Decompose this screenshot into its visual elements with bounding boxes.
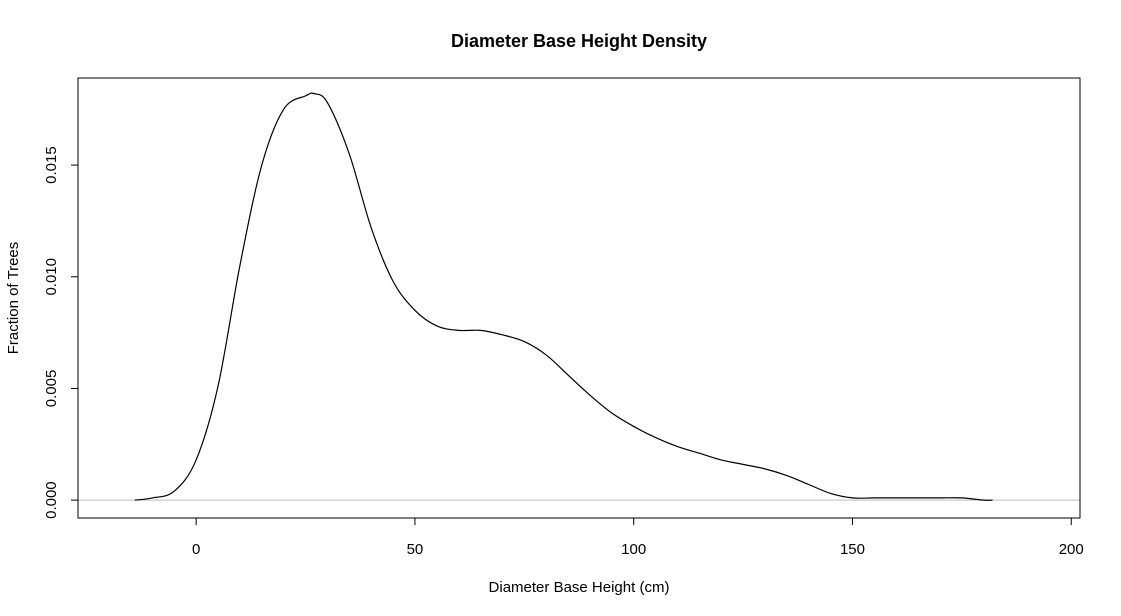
y-tick-label: 0.010 — [43, 258, 60, 296]
x-tick-label: 200 — [1059, 541, 1084, 558]
y-tick-label: 0.005 — [43, 370, 60, 408]
x-axis: 0 50 100 150 200 — [192, 517, 1084, 558]
y-axis: 0.000 0.005 0.010 0.015 — [43, 146, 79, 519]
x-tick-label: 0 — [192, 541, 200, 558]
chart-title: Diameter Base Height Density — [451, 31, 707, 51]
plot-frame — [77, 77, 1081, 519]
y-tick-label: 0.000 — [43, 481, 60, 519]
x-axis-title: Diameter Base Height (cm) — [489, 579, 670, 596]
x-tick-label: 100 — [621, 541, 646, 558]
density-curve — [134, 92, 993, 501]
x-tick-label: 50 — [407, 541, 424, 558]
y-axis-title: Fraction of Trees — [5, 242, 22, 355]
y-tick-label: 0.015 — [43, 146, 60, 184]
x-tick-label: 150 — [840, 541, 865, 558]
